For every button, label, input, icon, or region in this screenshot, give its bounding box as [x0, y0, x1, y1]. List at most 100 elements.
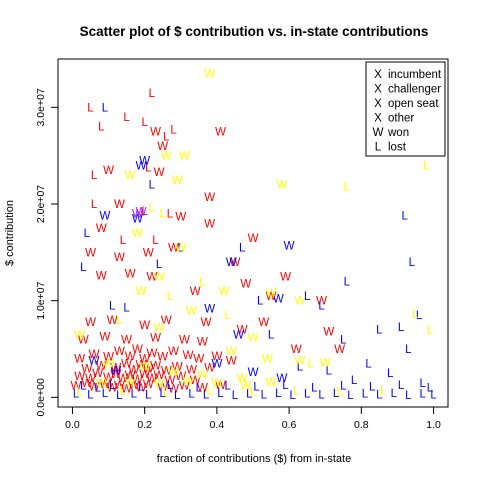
data-point-challenger: L	[326, 365, 333, 377]
data-point-incumbent: W	[175, 371, 186, 383]
data-point-incumbent: W	[128, 364, 139, 376]
data-point-incumbent: W	[128, 380, 139, 392]
data-point-incumbent: W	[81, 363, 92, 375]
data-point-open-seat: L	[206, 386, 213, 398]
x-tick-label: 0.0	[65, 419, 80, 431]
data-point-incumbent: W	[100, 331, 111, 343]
data-point-challenger: L	[409, 257, 416, 269]
data-point-incumbent: W	[85, 247, 96, 259]
y-tick-label: 0.0e+00	[35, 378, 47, 416]
data-point-incumbent: W	[211, 351, 222, 363]
data-point-open-seat: W	[186, 305, 197, 317]
data-point-incumbent: W	[190, 286, 201, 298]
data-point-incumbent: W	[157, 141, 168, 153]
data-point-open-seat: L	[308, 359, 315, 371]
y-tick-label: 3.0e+07	[35, 88, 47, 126]
data-point-challenger: L	[398, 380, 405, 392]
data-point-incumbent: W	[204, 218, 215, 230]
data-point-incumbent: W	[110, 362, 121, 374]
data-point-challenger: L	[156, 259, 163, 271]
data-point-challenger: L	[102, 388, 109, 400]
data-point-open-seat: L	[427, 325, 434, 337]
data-point-challenger: L	[178, 243, 185, 255]
data-point-incumbent: L	[152, 235, 159, 247]
data-point-incumbent: W	[193, 354, 204, 366]
data-point-challenger: W	[136, 160, 147, 172]
data-point-challenger: W	[226, 257, 237, 269]
data-point-incumbent: W	[316, 296, 327, 308]
data-point-challenger: W	[110, 365, 121, 377]
data-point-open-seat: W	[295, 296, 306, 308]
data-point-incumbent: W	[143, 363, 154, 375]
data-point-challenger: L	[365, 359, 372, 371]
data-point-challenger: L	[369, 382, 376, 394]
data-point-incumbent: W	[240, 278, 251, 290]
data-point-open-seat: L	[167, 291, 174, 303]
data-point-challenger: L	[84, 228, 91, 240]
data-point-challenger: L	[268, 330, 275, 342]
data-point-open-seat: W	[266, 288, 277, 300]
data-point-incumbent: W	[78, 334, 89, 346]
data-point-incumbent: W	[139, 369, 150, 381]
data-point-incumbent: W	[146, 373, 157, 385]
data-point-incumbent: W	[118, 373, 129, 385]
data-point-incumbent: W	[110, 369, 121, 381]
legend-symbol: X	[374, 84, 382, 96]
data-point-open-seat: W	[204, 69, 215, 81]
data-point-open-seat: W	[168, 367, 179, 379]
data-point-incumbent: W	[71, 381, 82, 393]
data-point-challenger: W	[211, 359, 222, 371]
data-point-incumbent: W	[96, 271, 107, 283]
data-point-incumbent: W	[168, 384, 179, 396]
data-point-incumbent: L	[141, 117, 148, 129]
data-point-open-seat: L	[225, 310, 232, 322]
data-point-challenger: L	[376, 389, 383, 401]
data-point-incumbent: W	[237, 325, 248, 337]
data-point-open-seat: W	[266, 377, 277, 389]
data-point-incumbent: W	[150, 332, 161, 344]
data-point-open-seat: L	[293, 386, 300, 398]
data-point-incumbent: W	[103, 165, 114, 177]
data-point-incumbent: L	[170, 125, 177, 137]
data-point-incumbent: W	[107, 315, 118, 327]
data-point-open-seat: W	[197, 369, 208, 381]
data-point-incumbent: W	[85, 373, 96, 385]
data-point-challenger: L	[167, 380, 174, 392]
data-point-challenger: L	[188, 388, 195, 400]
data-point-challenger: L	[196, 383, 203, 395]
data-point-incumbent: W	[161, 315, 172, 327]
data-point-incumbent: W	[201, 317, 212, 329]
legend-symbol: X	[374, 98, 382, 110]
data-point-open-seat: W	[132, 228, 143, 240]
data-point-incumbent: W	[114, 199, 125, 211]
data-point-incumbent: W	[81, 378, 92, 390]
data-point-incumbent: L	[145, 162, 152, 174]
data-point-incumbent: W	[266, 291, 277, 303]
data-point-incumbent: W	[74, 354, 85, 366]
data-point-challenger: L	[282, 380, 289, 392]
data-point-incumbent: W	[125, 269, 136, 281]
data-point-challenger: L	[318, 301, 325, 313]
data-point-incumbent: L	[98, 122, 105, 134]
data-point-open-seat: W	[172, 175, 183, 187]
data-point-open-seat: W	[320, 358, 331, 370]
data-point-challenger: W	[139, 156, 150, 168]
data-point-challenger: L	[80, 262, 87, 274]
data-point-incumbent: W	[103, 352, 114, 364]
data-point-open-seat: L	[336, 387, 343, 399]
x-tick-label: 0.8	[354, 419, 369, 431]
data-point-challenger: L	[160, 388, 167, 400]
data-point-challenger: L	[297, 361, 304, 373]
data-point-challenger: L	[261, 389, 268, 401]
y-axis-label: $ contribution	[4, 200, 16, 266]
data-point-challenger: L	[420, 388, 427, 400]
data-point-challenger: L	[304, 388, 311, 400]
data-point-open-seat: W	[139, 361, 150, 373]
data-point-challenger: L	[145, 389, 152, 401]
data-point-open-seat: L	[199, 276, 206, 288]
data-point-incumbent: W	[114, 346, 125, 358]
data-point-incumbent: W	[114, 380, 125, 392]
